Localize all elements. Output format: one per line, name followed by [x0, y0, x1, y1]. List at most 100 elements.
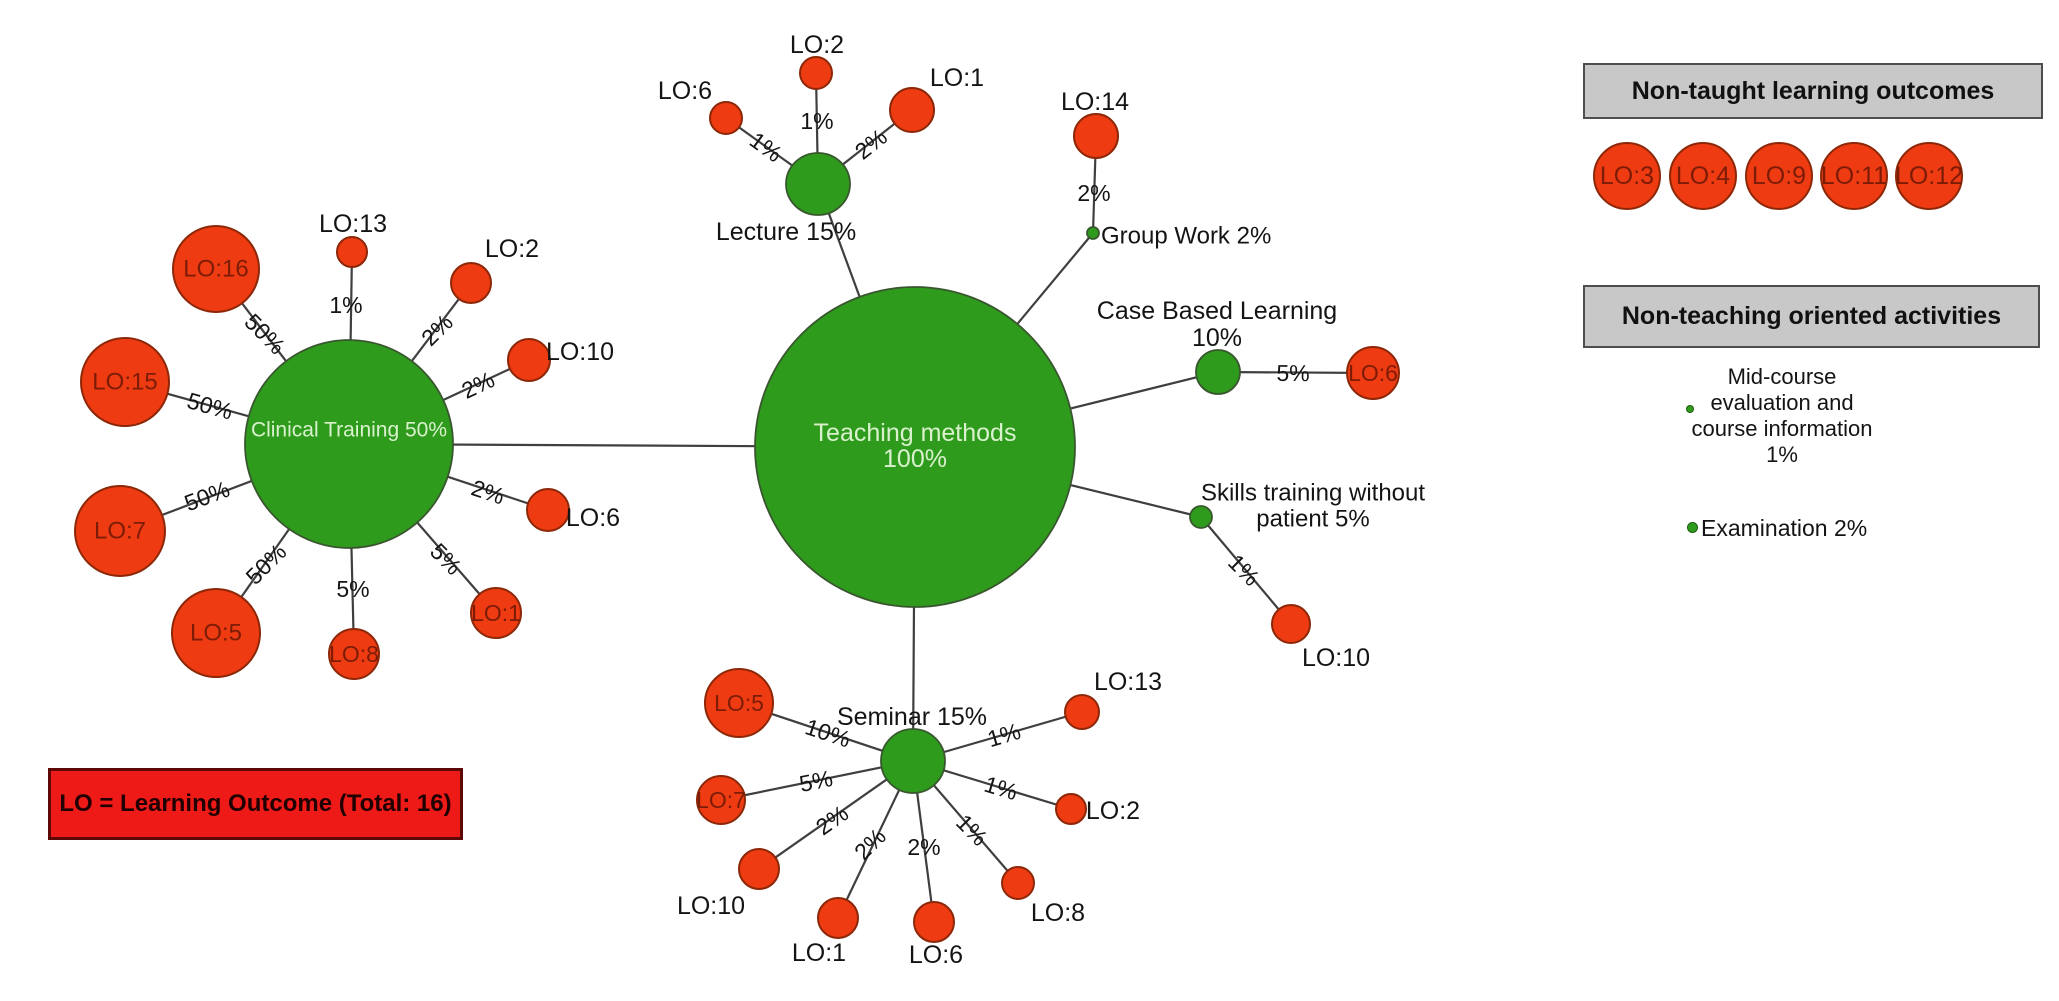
node-c_lo7: [74, 485, 166, 577]
node-c_lo1: [470, 587, 522, 639]
edge-label-clinical-c_lo8: 5%: [336, 576, 369, 602]
node-se_lo8: [1001, 866, 1035, 900]
node-label-c_lo5: LO:5: [190, 620, 242, 647]
node-label-c_lo13: LO:13: [319, 210, 387, 238]
node-c_lo10: [507, 338, 551, 382]
lo-legend: LO = Learning Outcome (Total: 16): [48, 768, 463, 840]
node-label-se_lo1: LO:1: [792, 939, 846, 967]
non-taught-header: Non-taught learning outcomes: [1583, 63, 2043, 119]
edge-label-seminar-se_lo2: 1%: [981, 771, 1020, 806]
node-se_lo5: [704, 668, 774, 738]
node-c_lo15: [80, 337, 170, 427]
node-se_lo6: [913, 901, 955, 943]
node-se_lo7: [696, 775, 746, 825]
edge-label-clinical-c_lo6: 2%: [468, 474, 508, 509]
node-label-lecture: Lecture 15%: [716, 218, 856, 246]
node-label-c_lo10: LO:10: [546, 338, 614, 366]
node-label-skills-1: patient 5%: [1256, 506, 1369, 533]
edge-label-seminar-se_lo13: 1%: [984, 718, 1023, 752]
node-seminar: [880, 728, 946, 794]
edge-label-clinical-c_lo7: 50%: [181, 476, 233, 517]
midcourse-line-3: 1%: [1766, 442, 1798, 467]
edge-label-seminar-se_lo6: 2%: [907, 834, 940, 860]
edge-label-groupwork-g_lo14: 2%: [1077, 180, 1110, 206]
edge-label-clinical-c_lo2: 2%: [416, 309, 458, 351]
node-label-c_lo6: LO:6: [566, 504, 620, 532]
edge-label-seminar-se_lo1: 2%: [849, 823, 891, 865]
node-label-se_lo6: LO:6: [909, 941, 963, 969]
non-teaching-header: Non-teaching oriented activities: [1583, 285, 2040, 348]
edge-label-cbl-cb_lo6: 5%: [1276, 360, 1309, 386]
node-label-l_lo2: LO:2: [790, 31, 844, 59]
midcourse-line-1: evaluation and: [1710, 390, 1854, 415]
lo-legend-text: LO = Learning Outcome (Total: 16): [59, 790, 452, 817]
node-clinical: [244, 339, 454, 549]
edge-label-seminar-se_lo10: 2%: [811, 800, 853, 840]
node-s_lo10: [1271, 604, 1311, 644]
non-taught-outcome-lo9: LO:9: [1745, 142, 1813, 210]
node-se_lo1: [817, 897, 859, 939]
non-taught-outcome-lo12: LO:12: [1895, 142, 1963, 210]
non-taught-outcome-lo3: LO:3: [1593, 142, 1661, 210]
edge-label-clinical-c_lo10: 2%: [457, 366, 498, 404]
non-taught-title: Non-taught learning outcomes: [1631, 76, 1995, 105]
node-c_lo2: [450, 262, 492, 304]
node-label-teaching-1: 100%: [883, 445, 947, 473]
node-label-cb_lo6: LO:6: [1348, 360, 1398, 386]
node-cbl: [1195, 349, 1241, 395]
node-label-se_lo2: LO:2: [1086, 797, 1140, 825]
node-label-se_lo8: LO:8: [1031, 899, 1085, 927]
node-c_lo13: [336, 236, 368, 268]
edge-label-seminar-se_lo8: 1%: [951, 809, 993, 851]
node-label-c_lo7: LO:7: [94, 518, 146, 545]
node-c_lo6: [526, 488, 570, 532]
edge-label-clinical-c_lo13: 1%: [329, 292, 362, 318]
node-label-g_lo14: LO:14: [1061, 88, 1129, 116]
node-label-c_lo8: LO:8: [329, 641, 379, 667]
node-se_lo13: [1064, 694, 1100, 730]
activity-examination: Examination 2%: [1701, 515, 1868, 541]
node-l_lo2: [799, 56, 833, 90]
node-c_lo5: [171, 588, 261, 678]
node-label-clinical: Clinical Training 50%: [251, 419, 447, 442]
node-teaching: [754, 286, 1076, 608]
node-label-se_lo5: LO:5: [714, 690, 764, 716]
node-label-teaching-0: Teaching methods: [814, 419, 1017, 447]
edge-label-seminar-se_lo7: 5%: [797, 765, 835, 797]
node-label-s_lo10: LO:10: [1302, 644, 1370, 672]
non-teaching-title: Non-teaching oriented activities: [1621, 302, 2002, 330]
non-taught-outcome-lo4: LO:4: [1669, 142, 1737, 210]
node-label-skills-0: Skills training without: [1201, 480, 1425, 507]
node-c_lo8: [328, 628, 380, 680]
node-c_lo16: [172, 225, 260, 313]
node-skills: [1189, 505, 1213, 529]
node-l_lo6: [709, 101, 743, 135]
node-label-se_lo7: LO:7: [696, 787, 746, 813]
node-label-l_lo1: LO:1: [930, 64, 984, 92]
non-taught-outcome-lo11: LO:11: [1820, 142, 1888, 210]
node-label-seminar: Seminar 15%: [837, 703, 987, 731]
edge-label-lecture-l_lo6: 1%: [745, 127, 787, 168]
node-label-se_lo10: LO:10: [677, 892, 745, 920]
node-label-c_lo2: LO:2: [485, 235, 539, 263]
node-label-c_lo1: LO:1: [471, 600, 521, 626]
midcourse-line-2: course information: [1691, 416, 1873, 441]
edge-label-clinical-c_lo16: 50%: [240, 309, 291, 360]
node-g_lo14: [1073, 113, 1119, 159]
examination-bullet-icon: [1687, 522, 1698, 533]
node-lecture: [785, 152, 851, 216]
node-label-groupwork: Group Work 2%: [1101, 223, 1271, 250]
node-se_lo10: [738, 848, 780, 890]
midcourse-line-0: Mid-course: [1727, 364, 1837, 389]
node-groupwork: [1086, 226, 1100, 240]
node-se_lo2: [1055, 793, 1087, 825]
node-label-c_lo15: LO:15: [92, 369, 157, 396]
edge-label-clinical-c_lo5: 50%: [241, 539, 292, 590]
edge-skills-s_lo10: [1200, 516, 1292, 625]
node-label-cbl-0: Case Based Learning: [1097, 297, 1337, 325]
node-cb_lo6: [1346, 346, 1400, 400]
edge-label-clinical-c_lo15: 50%: [184, 387, 235, 424]
activity-midcourse: Mid-course evaluation and course informati…: [1632, 364, 1932, 468]
